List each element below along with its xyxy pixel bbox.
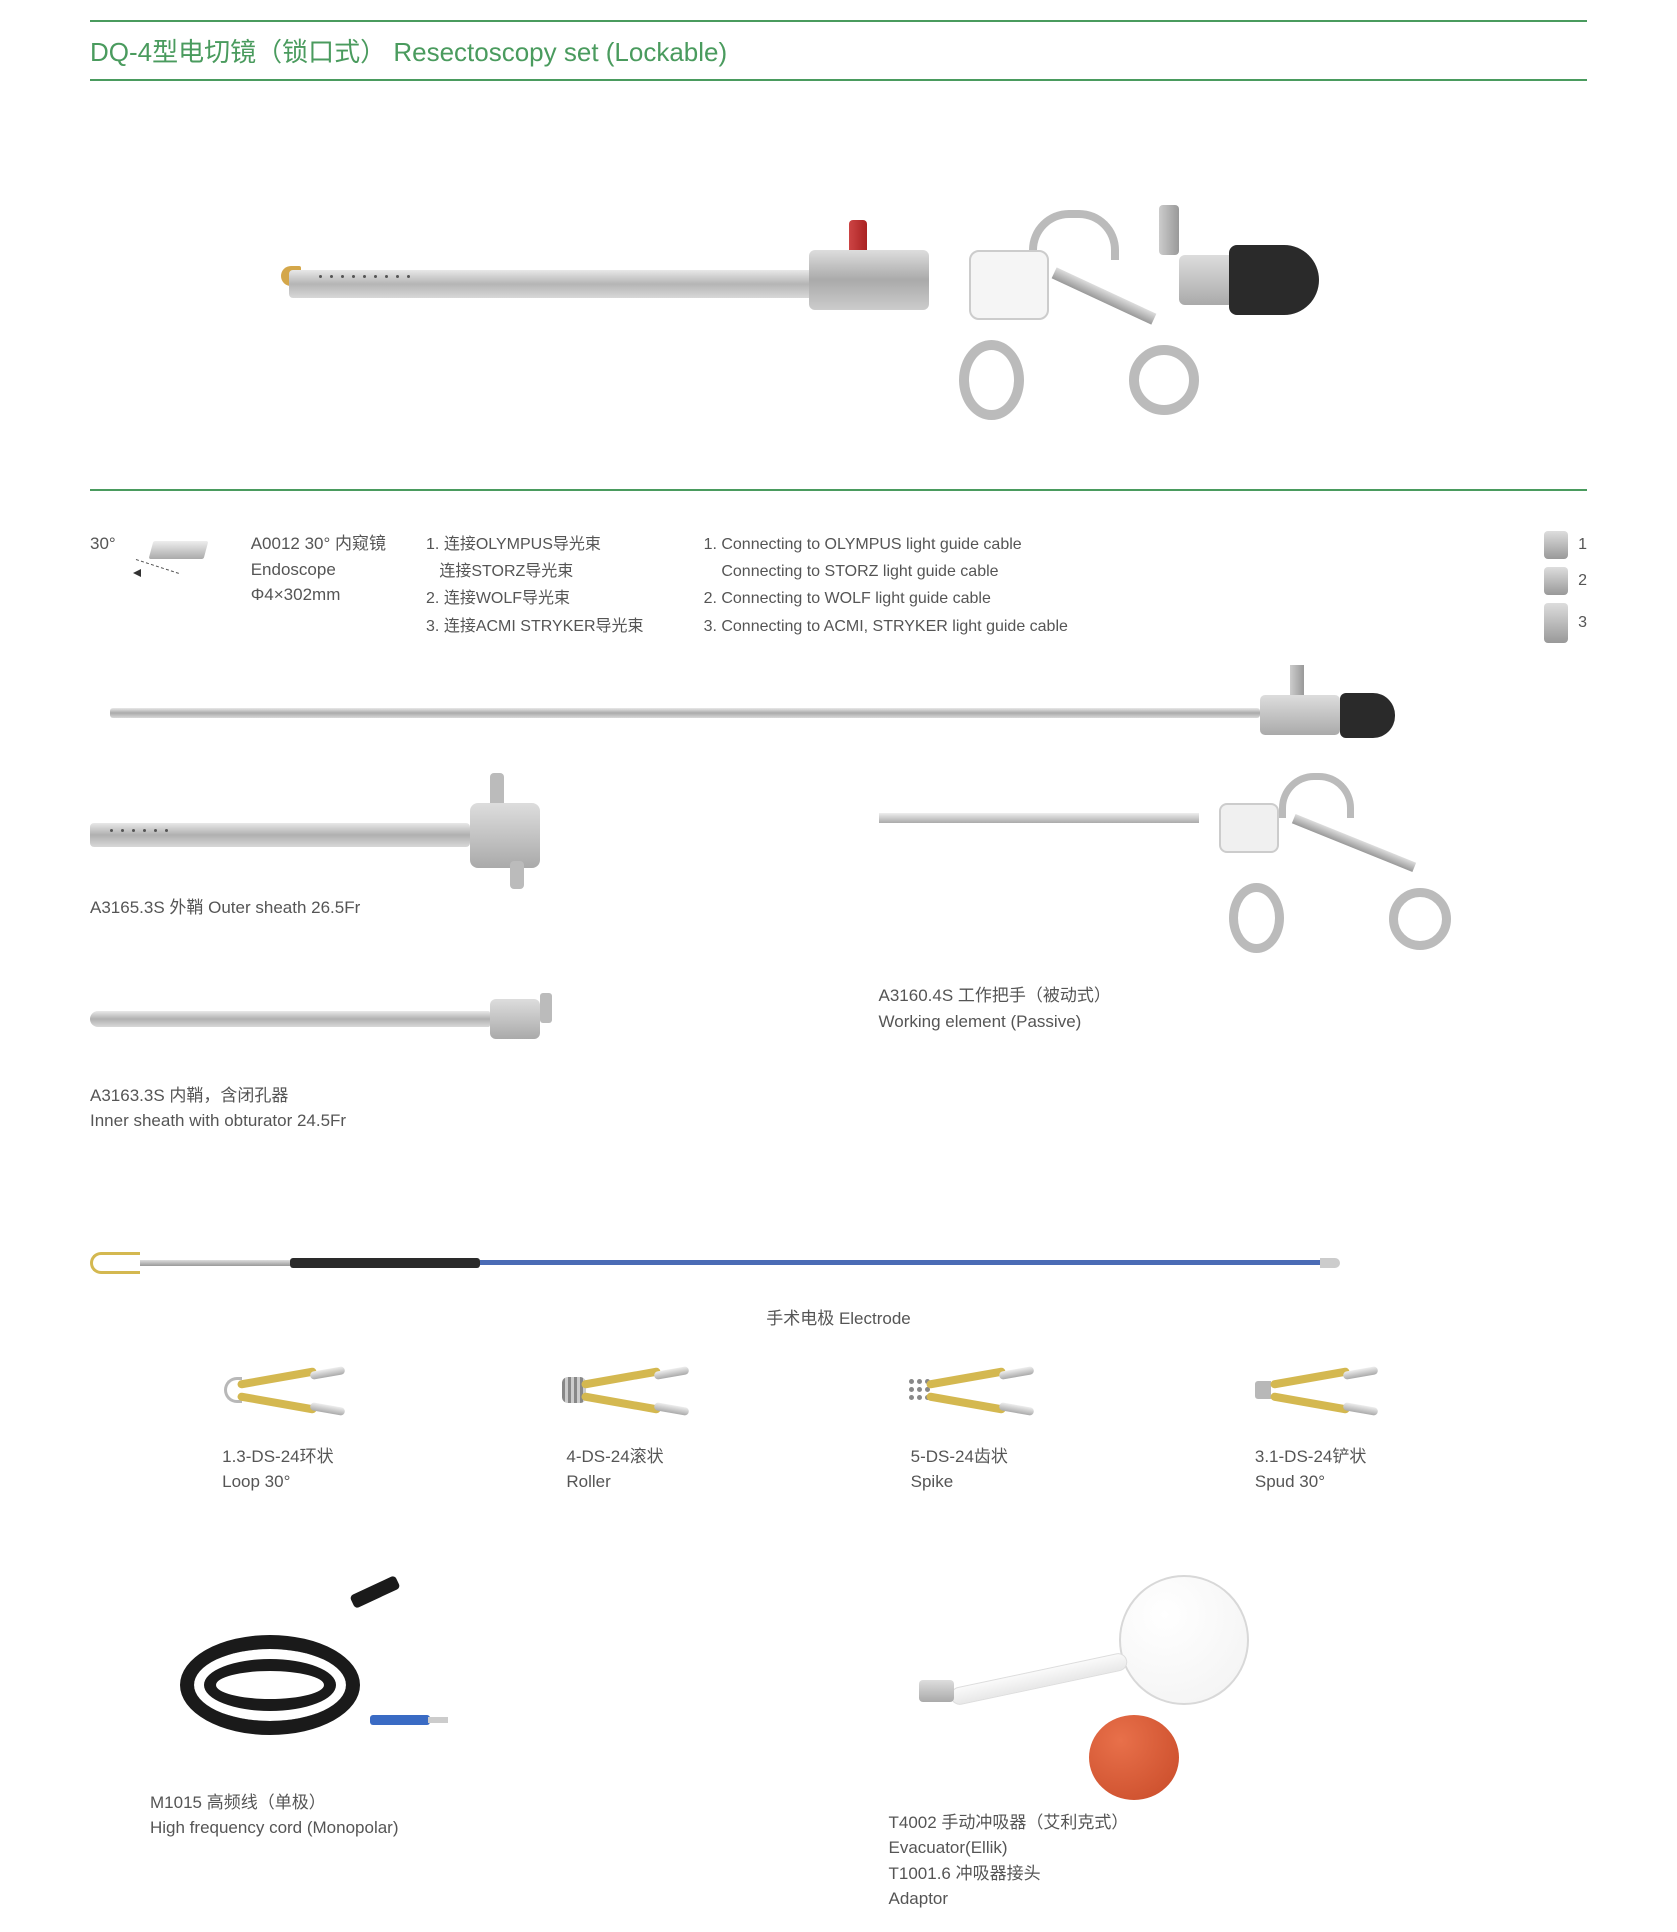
evac-l4: Adaptor bbox=[889, 1886, 1528, 1912]
electrode-full-image bbox=[90, 1244, 1587, 1284]
conn-en-2: 2. Connecting to WOLF light guide cable bbox=[704, 585, 1068, 612]
conn-en-1: 1. Connecting to OLYMPUS light guide cab… bbox=[704, 531, 1068, 558]
inner-sheath-l2: Inner sheath with obturator 24.5Fr bbox=[90, 1108, 799, 1134]
endoscope-code: A0012 30° 内窥镜 bbox=[251, 531, 386, 557]
connections-cn: 1. 连接OLYMPUS导光束 连接STORZ导光束 2. 连接WOLF导光束 … bbox=[426, 531, 644, 643]
electrode-loop: 1.3-DS-24环状 Loop 30° bbox=[222, 1359, 422, 1495]
electrode-spike: 5-DS-24齿状 Spike bbox=[911, 1359, 1111, 1495]
hero-image bbox=[90, 111, 1587, 491]
working-element-l1: A3160.4S 工作把手（被动式） bbox=[879, 983, 1588, 1009]
conn-cn-2: 2. 连接WOLF导光束 bbox=[426, 585, 644, 612]
angle-icon bbox=[131, 531, 211, 581]
electrode-0-code: 1.3-DS-24环状 bbox=[222, 1444, 422, 1470]
conn-en-3: 3. Connecting to ACMI, STRYKER light gui… bbox=[704, 613, 1068, 640]
adapter-icons: 1 2 3 bbox=[1544, 531, 1587, 643]
working-element: A3160.4S 工作把手（被动式） Working element (Pass… bbox=[879, 783, 1588, 1034]
cord-l2: High frequency cord (Monopolar) bbox=[150, 1815, 789, 1841]
conn-en-1b: Connecting to STORZ light guide cable bbox=[704, 558, 1068, 585]
electrode-2-code: 5-DS-24齿状 bbox=[911, 1444, 1111, 1470]
outer-sheath: A3165.3S 外鞘 Outer sheath 26.5Fr bbox=[90, 783, 799, 921]
conn-cn-1b: 连接STORZ导光束 bbox=[426, 558, 644, 585]
evac-l2: Evacuator(Ellik) bbox=[889, 1835, 1528, 1861]
electrode-roller: 4-DS-24滚状 Roller bbox=[566, 1359, 766, 1495]
electrode-3-name: Spud 30° bbox=[1255, 1469, 1455, 1495]
adapter-3-icon bbox=[1544, 603, 1568, 643]
electrode-0-name: Loop 30° bbox=[222, 1469, 422, 1495]
components-row: A3165.3S 外鞘 Outer sheath 26.5Fr A3163.3S… bbox=[90, 783, 1587, 1184]
endoscope-name-en: Endoscope bbox=[251, 557, 386, 583]
adapter-num-2: 2 bbox=[1578, 572, 1587, 590]
resectoscope-assembly bbox=[289, 160, 1389, 440]
inner-sheath: A3163.3S 内鞘，含闭孔器 Inner sheath with obtur… bbox=[90, 971, 799, 1134]
working-element-l2: Working element (Passive) bbox=[879, 1009, 1588, 1035]
angle-label: 30° bbox=[90, 531, 116, 557]
working-element-label: A3160.4S 工作把手（被动式） Working element (Pass… bbox=[879, 983, 1588, 1034]
conn-cn-3: 3. 连接ACMI STRYKER导光束 bbox=[426, 613, 644, 640]
evac-l1: T4002 手动冲吸器（艾利克式） bbox=[889, 1810, 1528, 1836]
electrode-1-code: 4-DS-24滚状 bbox=[566, 1444, 766, 1470]
electrode-2-name: Spike bbox=[911, 1469, 1111, 1495]
electrode-spud: 3.1-DS-24铲状 Spud 30° bbox=[1255, 1359, 1455, 1495]
connections-en: 1. Connecting to OLYMPUS light guide cab… bbox=[704, 531, 1068, 643]
conn-cn-1: 1. 连接OLYMPUS导光束 bbox=[426, 531, 644, 558]
electrode-1-name: Roller bbox=[566, 1469, 766, 1495]
hf-cord: M1015 高频线（单极） High frequency cord (Monop… bbox=[150, 1575, 789, 1912]
page-title: DQ-4型电切镜（锁口式） Resectoscopy set (Lockable… bbox=[90, 32, 1587, 69]
adapter-1-icon bbox=[1544, 531, 1568, 559]
adapter-2-icon bbox=[1544, 567, 1568, 595]
connection-lists: 1. 连接OLYMPUS导光束 连接STORZ导光束 2. 连接WOLF导光束 … bbox=[426, 531, 1068, 643]
outer-sheath-label: A3165.3S 外鞘 Outer sheath 26.5Fr bbox=[90, 895, 799, 921]
endoscope-image bbox=[90, 683, 1587, 743]
cord-l1: M1015 高频线（单极） bbox=[150, 1790, 789, 1816]
evac-l3: T1001.6 冲吸器接头 bbox=[889, 1861, 1528, 1887]
inner-sheath-l1: A3163.3S 内鞘，含闭孔器 bbox=[90, 1083, 799, 1109]
endoscope-spec: Φ4×302mm bbox=[251, 582, 386, 608]
inner-sheath-label: A3163.3S 内鞘，含闭孔器 Inner sheath with obtur… bbox=[90, 1083, 799, 1134]
endoscope-row: 30° A0012 30° 内窥镜 Endoscope Φ4×302mm 1. … bbox=[90, 531, 1587, 643]
adapter-num-1: 1 bbox=[1578, 536, 1587, 554]
title-bar: DQ-4型电切镜（锁口式） Resectoscopy set (Lockable… bbox=[90, 20, 1587, 81]
endoscope-label: A0012 30° 内窥镜 Endoscope Φ4×302mm bbox=[251, 531, 386, 643]
electrode-title: 手术电极 Electrode bbox=[90, 1304, 1587, 1329]
bottom-row: M1015 高频线（单极） High frequency cord (Monop… bbox=[90, 1575, 1587, 1912]
evacuator: T4002 手动冲吸器（艾利克式） Evacuator(Ellik) T1001… bbox=[889, 1575, 1528, 1912]
electrodes-grid: 1.3-DS-24环状 Loop 30° 4-DS-24滚状 Roller 5-… bbox=[90, 1359, 1587, 1495]
electrode-3-code: 3.1-DS-24铲状 bbox=[1255, 1444, 1455, 1470]
adapter-num-3: 3 bbox=[1578, 614, 1587, 632]
